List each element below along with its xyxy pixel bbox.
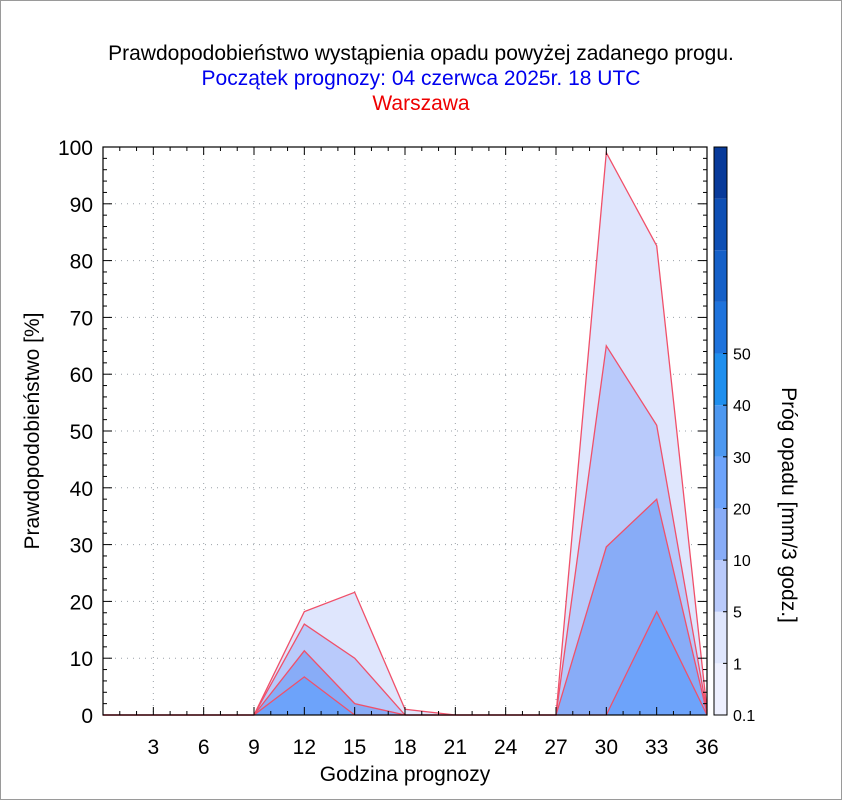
y-tick-label: 60	[70, 364, 93, 387]
colorbar-title: Próg opadu [mm/3 godz.]	[777, 387, 800, 623]
colorbar-segment	[714, 456, 727, 509]
colorbar-label: 40	[733, 398, 751, 415]
colorbar-border	[713, 146, 728, 716]
colorbar-segment	[714, 353, 727, 406]
x-tick-label: 21	[444, 736, 467, 759]
x-tick-label: 18	[393, 736, 416, 759]
x-axis-label: Godzina prognozy	[320, 763, 491, 786]
colorbar-segment	[714, 301, 727, 354]
colorbar-segment	[714, 663, 727, 715]
colorbar-label: 30	[733, 450, 751, 467]
y-tick-label: 80	[70, 251, 93, 274]
colorbar-label: 20	[733, 501, 751, 518]
y-tick-label: 40	[70, 478, 93, 501]
colorbar-segment	[714, 198, 727, 251]
colorbar-segment	[714, 250, 727, 302]
y-tick-label: 70	[70, 307, 93, 330]
plot-border	[102, 146, 708, 716]
y-tick-label: 90	[70, 194, 93, 217]
x-tick-label: 12	[293, 736, 316, 759]
x-tick-label: 15	[343, 736, 366, 759]
y-tick-label: 50	[70, 421, 93, 444]
area-threshold-10	[103, 611, 707, 715]
y-axis-label: Prawdopodobieństwo [%]	[21, 313, 44, 550]
x-tick-label: 6	[198, 736, 210, 759]
x-tick-label: 36	[695, 736, 718, 759]
x-tick-label: 24	[494, 736, 518, 759]
y-tick-label: 20	[70, 591, 93, 614]
chart-title: Prawdopodobieństwo wystąpienia opadu pow…	[108, 42, 734, 65]
x-tick-label: 9	[248, 736, 260, 759]
colorbar-label: 1	[733, 656, 742, 673]
colorbar-label: 0.1	[733, 708, 755, 725]
colorbar-label: 5	[733, 605, 742, 622]
x-tick-label: 27	[544, 736, 567, 759]
colorbar-label: 50	[733, 347, 751, 364]
colorbar-label: 10	[733, 553, 751, 570]
colorbar-segment	[714, 508, 727, 561]
y-tick-label: 10	[70, 648, 93, 671]
colorbar-segment	[714, 611, 727, 664]
chart-subtitle: Początek prognozy: 04 czerwca 2025r. 18 …	[201, 67, 641, 90]
colorbar-segment	[714, 147, 727, 199]
colorbar-segment	[714, 405, 727, 457]
y-tick-label: 0	[81, 705, 93, 728]
y-tick-label: 30	[70, 535, 93, 558]
x-tick-label: 3	[147, 736, 159, 759]
colorbar-segment	[714, 560, 727, 612]
x-tick-label: 30	[595, 736, 618, 759]
chart-location: Warszawa	[372, 92, 470, 115]
x-tick-label: 33	[645, 736, 668, 759]
y-tick-label: 100	[58, 137, 93, 160]
